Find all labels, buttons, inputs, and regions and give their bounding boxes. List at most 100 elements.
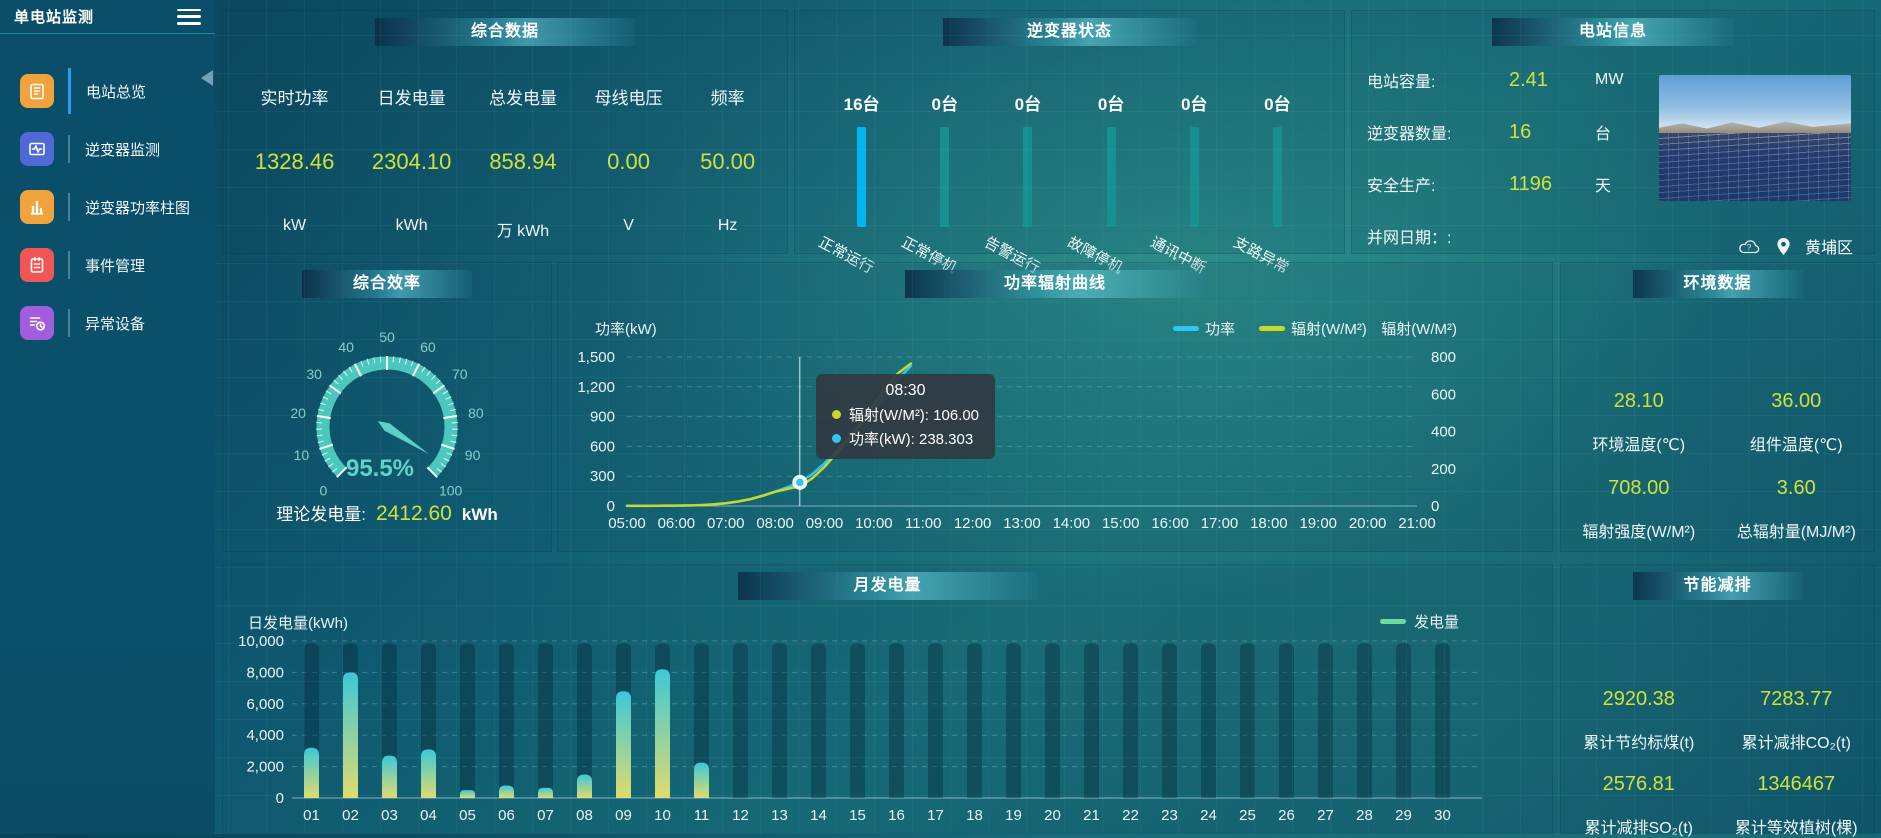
stat-unit: Hz (718, 217, 738, 235)
svg-text:40: 40 (338, 339, 354, 355)
sidebar-item-4[interactable]: 异常设备 (0, 294, 215, 352)
svg-text:26: 26 (1278, 807, 1295, 824)
legend-辐射(W/M²)[interactable] (1259, 326, 1285, 331)
svg-text:06: 06 (498, 807, 515, 824)
inverter-status-item-0: 16台正常运行 (825, 90, 899, 256)
svg-text:2,000: 2,000 (246, 759, 284, 776)
status-count: 0台 (1098, 90, 1124, 115)
svg-text:11:00: 11:00 (905, 515, 941, 532)
svg-text:17: 17 (927, 807, 944, 824)
theoretical-generation-label: 理论发电量: (276, 500, 366, 525)
svg-text:01: 01 (303, 807, 320, 824)
metric-label: 环境温度(℃) (1560, 431, 1718, 455)
svg-text:400: 400 (1431, 424, 1456, 441)
savings-grid-cell-1: 7283.77 累计减排CO₂(t) (1718, 600, 1876, 753)
collapse-left-arrow-icon[interactable] (201, 70, 213, 86)
sidebar-item-3[interactable]: 事件管理 (0, 236, 215, 294)
sidebar-item-2[interactable]: 逆变器功率柱图 (0, 178, 215, 236)
svg-text:16:00: 16:00 (1151, 515, 1189, 532)
inverter-status-item-4: 0台通讯中断 (1157, 90, 1231, 256)
info-value: 2.41 (1509, 69, 1595, 92)
inverter-power-bars-icon (20, 190, 54, 224)
svg-text:06:00: 06:00 (658, 515, 696, 532)
app-title: 单电站监测 (14, 6, 94, 27)
svg-text:0: 0 (319, 483, 327, 499)
svg-text:21:00: 21:00 (1398, 515, 1436, 532)
legend-发电量[interactable] (1380, 619, 1406, 624)
svg-text:70: 70 (452, 366, 468, 382)
svg-text:辐射(W/M²): 辐射(W/M²) (1291, 321, 1367, 338)
bar-day-11 (694, 763, 709, 798)
svg-text:11: 11 (694, 807, 710, 824)
tooltip-row: 辐射(W/M²): 106.00 (832, 404, 979, 425)
metric-label: 累计等效植树(棵) (1718, 814, 1876, 838)
stat-value: 858.94 (489, 149, 556, 175)
metric-value: 3.60 (1718, 477, 1876, 500)
cloud-question-icon[interactable]: ? (1738, 238, 1762, 255)
svg-text:?: ? (1747, 243, 1752, 252)
status-count: 0台 (1015, 90, 1041, 115)
metric-label: 累计减排CO₂(t) (1718, 729, 1876, 753)
svg-text:21: 21 (1083, 807, 1100, 824)
svg-text:15:00: 15:00 (1102, 515, 1140, 532)
hamburger-icon[interactable] (177, 9, 201, 25)
bar-day-05 (460, 790, 475, 798)
svg-text:20: 20 (1044, 807, 1061, 824)
bar-day-10 (655, 669, 670, 798)
svg-text:10: 10 (294, 447, 310, 463)
svg-text:300: 300 (590, 468, 615, 485)
inverter-status-item-2: 0台告警运行 (991, 90, 1065, 256)
location-pin-icon[interactable] (1776, 237, 1791, 256)
svg-text:900: 900 (590, 409, 615, 426)
svg-text:10,000: 10,000 (238, 633, 284, 650)
svg-text:14: 14 (810, 807, 827, 824)
stat-unit: kWh (396, 217, 428, 235)
svg-text:04: 04 (420, 807, 437, 824)
metric-value: 28.10 (1560, 390, 1718, 413)
tooltip-row: 功率(kW): 238.303 (832, 428, 979, 449)
svg-text:30: 30 (1434, 807, 1451, 824)
svg-text:功率(kW): 功率(kW) (595, 321, 657, 338)
stat-label: 母线电压 (595, 84, 663, 109)
svg-text:4,000: 4,000 (246, 727, 284, 744)
status-count: 0台 (1181, 90, 1207, 115)
svg-text:24: 24 (1200, 807, 1217, 824)
sidebar: 单电站监测 电站总览逆变器监测逆变器功率柱图事件管理异常设备 (0, 0, 215, 834)
stat-unit: 万 kWh (497, 217, 549, 241)
metric-value: 7283.77 (1718, 688, 1876, 711)
sidebar-item-label: 异常设备 (85, 313, 145, 334)
svg-text:15: 15 (849, 807, 866, 824)
svg-text:19: 19 (1005, 807, 1022, 824)
info-value: 16 (1509, 121, 1595, 144)
svg-text:1,500: 1,500 (577, 349, 615, 366)
svg-text:90: 90 (465, 447, 481, 463)
legend-功率[interactable] (1173, 326, 1199, 331)
metric-value: 708.00 (1560, 477, 1718, 500)
sidebar-item-0[interactable]: 电站总览 (0, 62, 215, 120)
event-management-icon (20, 248, 54, 282)
svg-text:12:00: 12:00 (954, 515, 992, 532)
location-name: 黄埔区 (1805, 234, 1853, 258)
theoretical-generation-value: 2412.60 (376, 502, 452, 526)
svg-text:8,000: 8,000 (246, 664, 284, 681)
svg-text:日发电量(kWh): 日发电量(kWh) (248, 615, 348, 632)
sidebar-item-1[interactable]: 逆变器监测 (0, 120, 215, 178)
location-row: ? 黄埔区 (1738, 234, 1853, 258)
bar-day-08 (577, 774, 592, 798)
svg-text:600: 600 (1431, 386, 1456, 403)
stat-value: 0.00 (607, 149, 650, 175)
inverter-monitor-icon (20, 132, 54, 166)
sidebar-header: 单电站监测 (0, 0, 215, 34)
bar-day-06 (499, 785, 514, 798)
svg-text:100: 100 (439, 483, 463, 499)
